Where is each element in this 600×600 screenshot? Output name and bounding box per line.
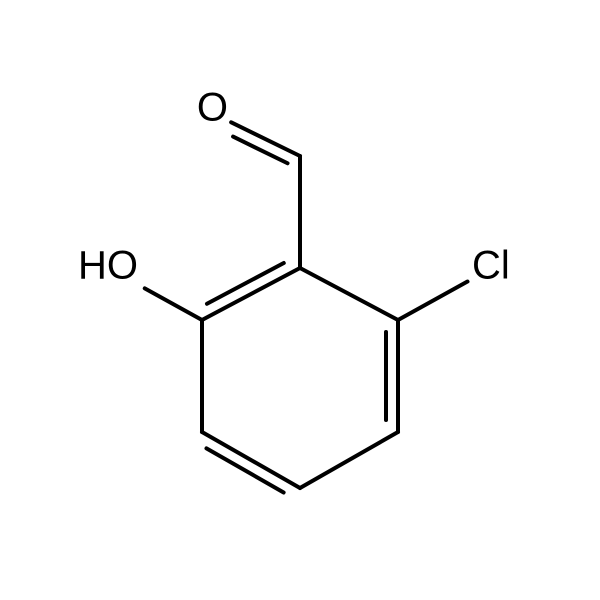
atom-label-ho: HO [78,244,138,288]
atom-label-cl: Cl [472,244,510,288]
atom-labels-group: O Cl HO [78,86,510,288]
bonds-group [145,122,468,492]
molecule-structure: O Cl HO [0,0,600,600]
atom-label-o: O [197,86,228,130]
